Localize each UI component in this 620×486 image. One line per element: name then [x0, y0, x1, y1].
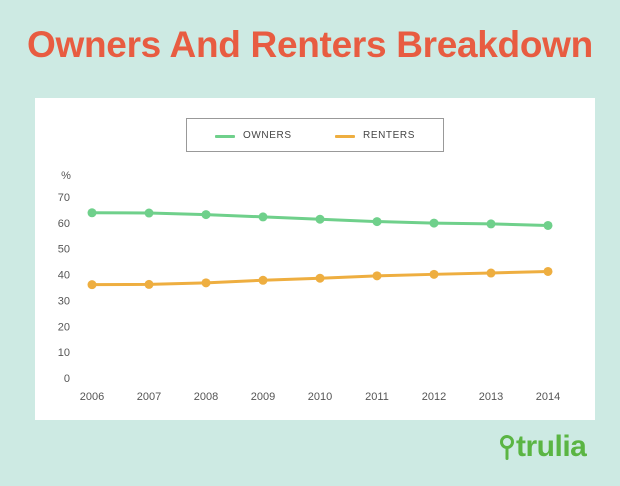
x-tick-label: 2011	[365, 391, 389, 403]
data-point-owners	[315, 214, 325, 224]
data-point-owners	[486, 219, 496, 229]
y-axis-unit-label: %	[61, 170, 71, 182]
x-tick-label: 2014	[536, 391, 560, 403]
data-point-renters	[87, 280, 97, 290]
y-tick-label: 70	[58, 192, 70, 204]
y-tick-label: 20	[58, 321, 70, 333]
data-point-owners	[201, 210, 211, 220]
x-tick-label: 2006	[80, 391, 104, 403]
chart-legend: OWNERS RENTERS	[186, 118, 444, 152]
y-tick-label: 0	[64, 373, 70, 385]
data-point-renters	[201, 278, 211, 288]
logo-text: trulia	[516, 430, 587, 463]
y-tick-label: 10	[58, 347, 70, 359]
y-tick-label: 50	[58, 244, 70, 256]
data-point-owners	[87, 208, 97, 218]
trulia-logo: trulia	[500, 430, 600, 466]
y-tick-label: 60	[58, 218, 70, 230]
owners-swatch	[215, 135, 235, 138]
legend-label-owners: OWNERS	[243, 130, 292, 141]
data-point-owners	[372, 217, 382, 227]
data-point-owners	[429, 218, 439, 228]
chart-title: Owners And Renters Breakdown	[27, 24, 593, 65]
x-tick-label: 2007	[137, 391, 161, 403]
x-tick-label: 2012	[422, 391, 446, 403]
y-tick-label: 40	[58, 270, 70, 282]
data-point-renters	[372, 271, 382, 281]
legend-label-renters: RENTERS	[363, 130, 415, 141]
data-point-renters	[486, 268, 496, 278]
x-tick-label: 2010	[308, 391, 332, 403]
data-point-renters	[258, 275, 268, 285]
x-tick-label: 2008	[194, 391, 218, 403]
renters-swatch	[335, 135, 355, 138]
y-tick-label: 30	[58, 295, 70, 307]
x-tick-label: 2009	[251, 391, 275, 403]
data-point-renters	[144, 279, 154, 289]
map-pin-icon	[500, 435, 514, 460]
data-point-owners	[258, 212, 268, 222]
data-point-owners	[144, 208, 154, 218]
data-point-renters	[315, 273, 325, 283]
data-point-renters	[429, 269, 439, 279]
data-point-renters	[543, 266, 553, 276]
x-tick-label: 2013	[479, 391, 503, 403]
data-point-owners	[543, 220, 553, 230]
